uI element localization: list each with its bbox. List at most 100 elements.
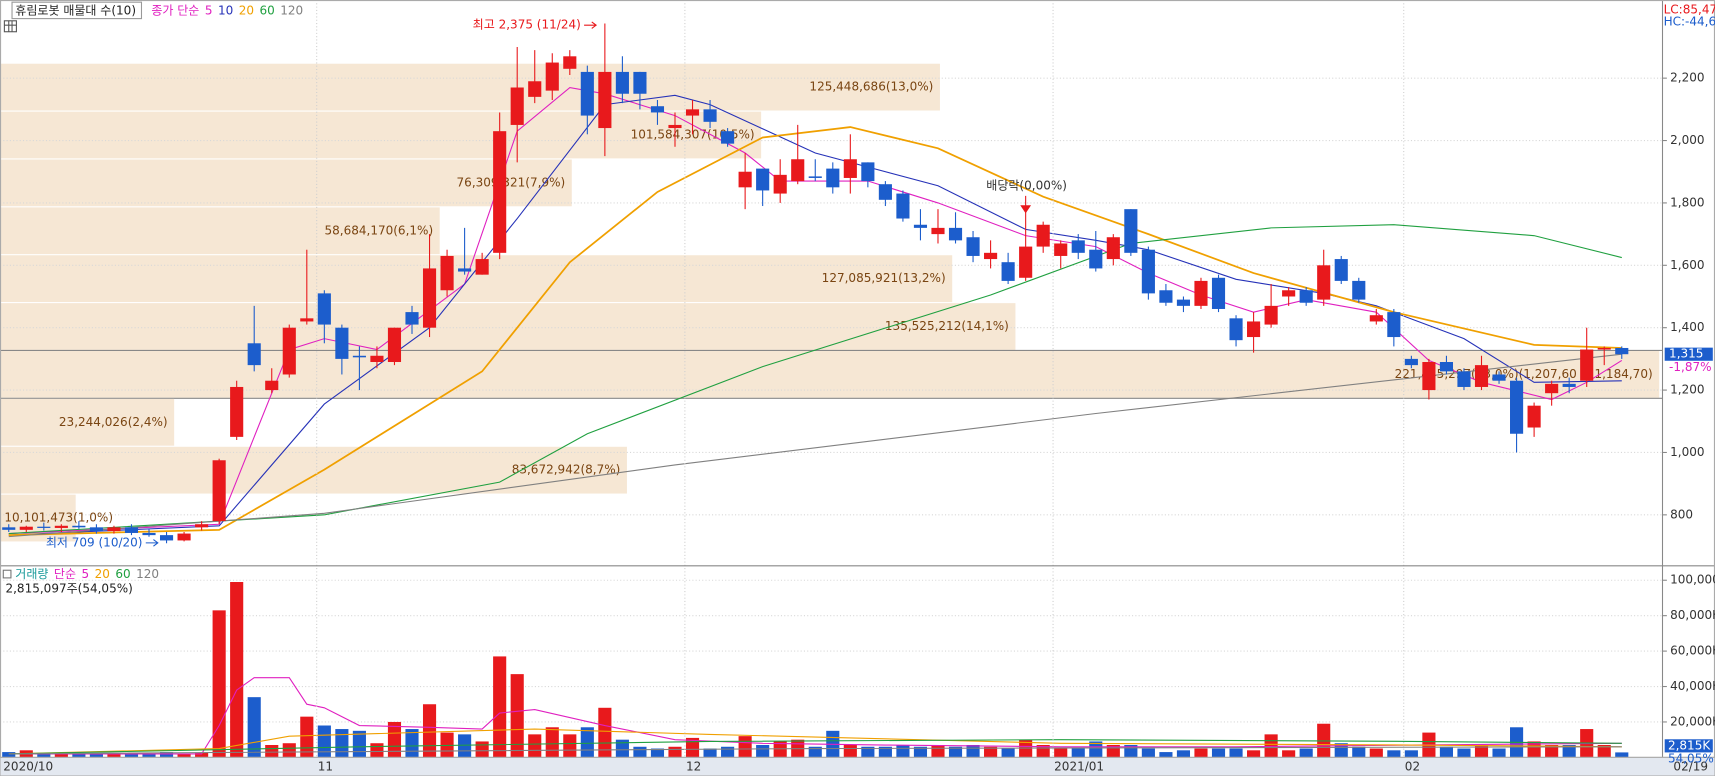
candle-body [1457,371,1471,387]
candle-body [861,162,875,182]
volume-bar [668,746,682,758]
profile-label: 135,525,212(14,1%) [885,319,1009,333]
candle-body [1054,243,1068,256]
candle-body [650,106,665,113]
lc-label: LC:85,47 [1664,2,1715,16]
candle-body [1229,318,1243,341]
y-tick-label: 80,000K [1670,608,1715,622]
volume-bar [966,744,980,758]
candle-body [1334,259,1348,281]
moving-average [8,126,1622,536]
volume-icon [2,569,12,579]
volume-bar [1387,750,1401,758]
date-axis-bg [0,756,1715,776]
volume-bar [1194,748,1208,758]
volume-bar [1369,748,1383,758]
candle-body [1194,280,1208,306]
candle-body [668,124,682,129]
volume-bar [1545,744,1559,758]
candle-body [2,527,16,530]
volume-bar [54,753,68,758]
candle-body [265,380,279,391]
profile-label: 83,672,942(8,7%) [512,463,621,477]
current-volume-label: 2,815K [1668,738,1711,752]
candle-body [528,81,542,97]
volume-bar [422,704,437,758]
volume-moving-average [8,677,1622,755]
volume-bar [650,748,665,758]
volume-bar [545,727,559,758]
volume-bar [1404,750,1418,758]
volume-bar [615,739,629,758]
candle-body [931,227,945,235]
volume-bar [458,734,472,758]
volume-bar [773,741,787,758]
legend-entry: 5 [205,3,213,17]
x-tick-label: 11 [318,760,333,774]
volume-bar [1299,748,1313,758]
candle-body [177,533,191,541]
candle-body [1036,224,1050,247]
volume-bar [528,734,542,758]
current-price-label: 1,315 [1669,347,1703,361]
volume-bar [931,744,945,758]
volume-bar [984,746,998,758]
candle-body [230,386,244,437]
volume-bar [1176,750,1191,758]
y-tick-label: 1,200 [1670,383,1704,397]
candle-body [913,224,928,228]
volume-bar [352,730,366,758]
volume-bar [721,746,735,758]
volume-bar [1527,741,1541,758]
volume-profile-band [0,303,1016,350]
candle-body [808,176,822,178]
volume-bar [300,716,314,758]
hc-label: HC:-44,63 [1664,14,1715,28]
volume-bar [1439,746,1454,758]
arrow [145,539,159,547]
candle-body [545,62,559,91]
candle-body [1404,358,1418,366]
volume-bar [1282,750,1296,758]
volume-panel [0,579,1663,758]
arrow [584,21,598,29]
volume-bar [335,729,349,758]
volume-bar [1247,750,1261,758]
volume-bar [265,744,279,758]
volume-bar [212,610,226,758]
candle-body [142,532,156,536]
candle-body [791,159,805,182]
right-axis-bg [1662,0,1715,758]
legend-prefix: 단순 [54,567,76,581]
volume-bar [563,734,577,758]
volume-bar [1615,752,1629,758]
candle-body [352,355,366,358]
volume-bar [1229,748,1243,758]
candle-body [422,268,437,328]
candle-body [335,327,349,359]
candle-body [54,525,68,528]
candle-body [107,527,121,532]
volume-bar [913,746,928,758]
candle-body [1211,277,1226,309]
volume-bar [1474,744,1489,758]
profile-label: 58,684,170(6,1%) [324,223,433,237]
chart-title: 휴림로봇 매물대 수(10) [15,3,136,17]
volume-bar [1597,744,1611,758]
candle-body [756,168,770,191]
candle-body [896,193,910,219]
candle-body [1124,209,1138,253]
volume-bar [1492,748,1506,758]
candle-body [282,327,296,375]
candle-body [1317,265,1331,300]
candle-body [1387,312,1401,338]
candle-body [37,526,51,528]
candle-body [1299,290,1313,303]
volume-bar [37,752,51,758]
volume-bar [1054,748,1068,758]
candle-body [1141,249,1155,294]
candle-body [300,318,314,322]
volume-summary: 2,815,097주(54,05%) [5,581,132,595]
candle-body [1615,347,1629,355]
